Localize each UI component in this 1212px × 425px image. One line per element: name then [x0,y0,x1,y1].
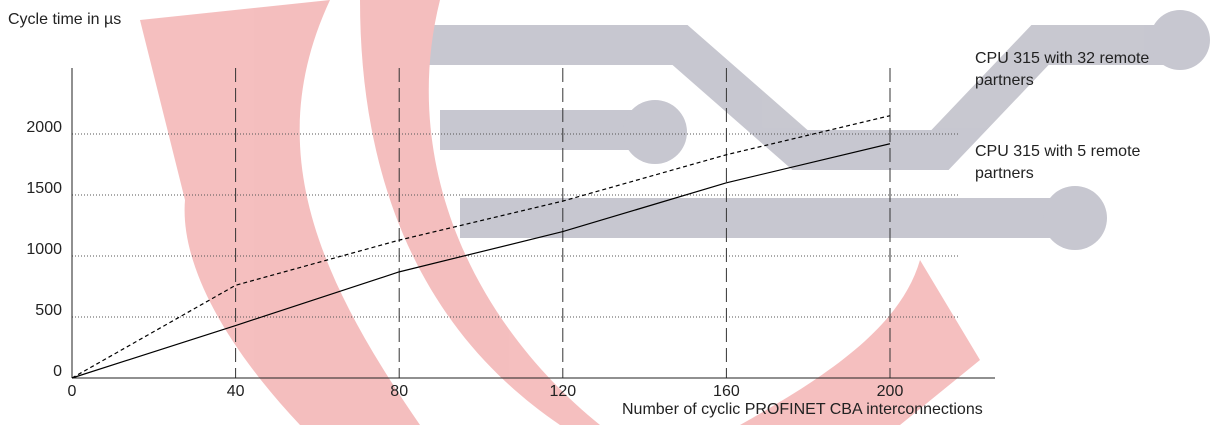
x-tick-label: 0 [68,383,77,400]
series-label: CPU 315 with 32 remote partners [975,50,1150,89]
y-tick-label: 500 [35,302,62,319]
x-tick-label: 120 [549,383,576,400]
y-tick-label: 2000 [26,119,62,136]
y-tick-label: 0 [53,363,62,380]
series-label: CPU 315 with 5 remote partners [975,143,1141,182]
y-axis-label: Cycle time in µs [8,11,121,28]
x-axis-label: Number of cyclic PROFINET CBA interconne… [622,401,983,418]
series-line [71,115,891,379]
y-tick-label: 1000 [26,241,62,258]
x-tick-label: 80 [390,383,408,400]
y-tick-label: 1500 [26,180,62,197]
series-line [71,143,891,379]
x-tick-label: 200 [877,383,904,400]
x-tick-label: 160 [713,383,740,400]
x-tick-label: 40 [227,383,245,400]
